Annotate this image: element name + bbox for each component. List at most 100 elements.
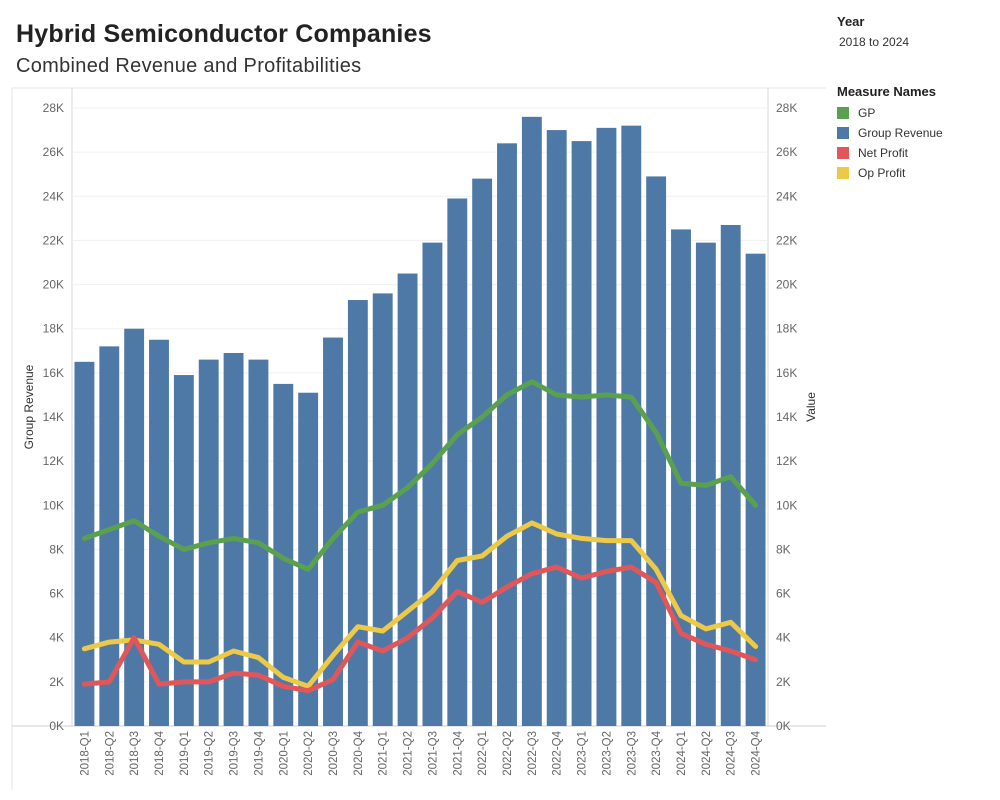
x-tick-label: 2024-Q4: [751, 730, 763, 775]
legend-swatch-net-profit: [837, 147, 849, 159]
y-right-tick-label: 28K: [776, 101, 797, 115]
y-left-axis-title: Group Revenue: [22, 364, 36, 449]
x-tick-label: 2019-Q2: [204, 731, 216, 776]
year-filter-value[interactable]: 2018 to 2024: [839, 35, 910, 49]
x-tick-label: 2020-Q1: [278, 731, 290, 776]
x-tick-label: 2023-Q2: [601, 731, 613, 776]
bar-group-revenue: [447, 198, 468, 726]
y-left-tick-label: 22K: [43, 233, 64, 247]
y-left-tick-label: 8K: [49, 542, 64, 556]
y-left-tick-label: 20K: [43, 278, 64, 292]
y-left-tick-label: 14K: [43, 410, 64, 424]
x-tick-label: 2018-Q1: [79, 731, 91, 776]
y-right-tick-label: 6K: [776, 587, 791, 601]
y-left-tick-label: 18K: [43, 322, 64, 336]
y-right-tick-label: 2K: [776, 675, 791, 689]
x-tick-label: 2024-Q1: [676, 731, 688, 776]
y-left-tick-label: 0K: [49, 719, 64, 733]
x-tick-label: 2021-Q4: [452, 730, 464, 775]
y-left-tick-label: 28K: [43, 101, 64, 115]
bar-group-revenue: [397, 273, 418, 726]
bar-group-revenue: [99, 346, 120, 726]
x-tick-label: 2018-Q4: [154, 730, 166, 775]
bar-group-revenue: [124, 328, 145, 726]
line-op-profit: [81, 520, 759, 689]
x-tick-label: 2022-Q4: [552, 730, 564, 775]
y-right-tick-label: 12K: [776, 454, 797, 468]
y-left-tick-label: 10K: [43, 498, 64, 512]
x-tick-label: 2024-Q3: [726, 731, 738, 776]
legend-label-gp: GP: [858, 106, 876, 120]
x-tick-label: 2021-Q2: [403, 731, 415, 776]
legend-label-net-profit: Net Profit: [858, 146, 909, 160]
x-tick-label: 2021-Q3: [427, 731, 439, 776]
x-tick-label: 2022-Q2: [502, 731, 514, 776]
bar-group-revenue: [273, 383, 294, 726]
y-right-tick-label: 18K: [776, 322, 797, 336]
x-tick-label: 2022-Q1: [477, 731, 489, 776]
bar-group-revenue: [596, 127, 617, 727]
x-tick-label: 2023-Q1: [577, 731, 589, 776]
y-right-tick-label: 24K: [776, 189, 797, 203]
y-right-tick-label: 10K: [776, 498, 797, 512]
bar-group-revenue: [745, 253, 766, 726]
legend-item-group-revenue[interactable]: Group Revenue: [837, 123, 997, 143]
y-right-tick-label: 8K: [776, 542, 791, 556]
legend-title: Measure Names: [837, 84, 936, 99]
bar-group-revenue: [571, 141, 592, 726]
x-tick-label: 2020-Q2: [303, 731, 315, 776]
legend-item-gp[interactable]: GP: [837, 103, 997, 123]
legend-swatch-op-profit: [837, 167, 849, 179]
x-tick-label: 2019-Q4: [253, 730, 265, 775]
line-gp: [81, 379, 759, 572]
y-right-tick-label: 4K: [776, 631, 791, 645]
y-right-tick-label: 0K: [776, 719, 791, 733]
y-right-tick-label: 16K: [776, 366, 797, 380]
x-tick-label: 2023-Q3: [626, 731, 638, 776]
x-tick-label: 2024-Q2: [701, 731, 713, 776]
x-tick-label: 2019-Q1: [179, 731, 191, 776]
y-left-tick-label: 2K: [49, 675, 64, 689]
legend-swatch-group-revenue: [837, 127, 849, 139]
y-left-tick-label: 16K: [43, 366, 64, 380]
y-left-tick-label: 26K: [43, 145, 64, 159]
line-net-profit: [81, 564, 759, 694]
legend: Measure Names GP Group Revenue Net Profi…: [837, 84, 997, 183]
y-right-axis-title: Value: [804, 392, 818, 422]
x-tick-label: 2019-Q3: [229, 731, 241, 776]
bar-group-revenue: [497, 143, 517, 727]
x-tick-label: 2020-Q3: [328, 731, 340, 776]
chart-subtitle: Combined Revenue and Profitabilities: [16, 55, 362, 77]
x-tick-label: 2022-Q3: [527, 731, 539, 776]
y-left-tick-label: 6K: [49, 587, 64, 601]
bar-group-revenue: [74, 361, 95, 726]
legend-label-op-profit: Op Profit: [858, 166, 906, 180]
x-tick-label: 2018-Q3: [129, 731, 141, 776]
bar-group-revenue: [621, 125, 642, 726]
chart-title: Hybrid Semiconductor Companies: [16, 20, 432, 48]
x-tick-label: 2021-Q1: [378, 731, 390, 776]
bar-group-revenue: [546, 130, 567, 727]
x-tick-label: 2023-Q4: [651, 730, 663, 775]
bar-group-revenue: [521, 116, 542, 727]
y-right-tick-label: 14K: [776, 410, 797, 424]
y-right-tick-label: 26K: [776, 145, 797, 159]
x-tick-label: 2018-Q2: [104, 731, 116, 776]
legend-item-op-profit[interactable]: Op Profit: [837, 163, 997, 183]
y-left-tick-label: 4K: [49, 631, 64, 645]
bar-group-revenue: [372, 293, 393, 726]
bar-group-revenue: [298, 392, 319, 726]
bar-group-revenue: [472, 178, 493, 727]
y-right-tick-label: 22K: [776, 233, 797, 247]
legend-item-net-profit[interactable]: Net Profit: [837, 143, 997, 163]
year-filter[interactable]: Year 2018 to 2024: [837, 14, 909, 49]
bar-group-revenue: [422, 242, 443, 726]
legend-swatch-gp: [837, 107, 849, 119]
x-tick-label: 2020-Q4: [353, 730, 365, 775]
combo-chart: 0K 0K 2K 2K 4K 4K 6K 6K 8K 8K 10K 10K 12K 12K 14K 14K 16…: [11, 87, 826, 790]
y-left-tick-label: 24K: [43, 189, 64, 203]
y-right-tick-label: 20K: [776, 278, 797, 292]
year-filter-title: Year: [837, 14, 865, 29]
legend-label-group-revenue: Group Revenue: [858, 126, 943, 140]
y-left-tick-label: 12K: [43, 454, 64, 468]
